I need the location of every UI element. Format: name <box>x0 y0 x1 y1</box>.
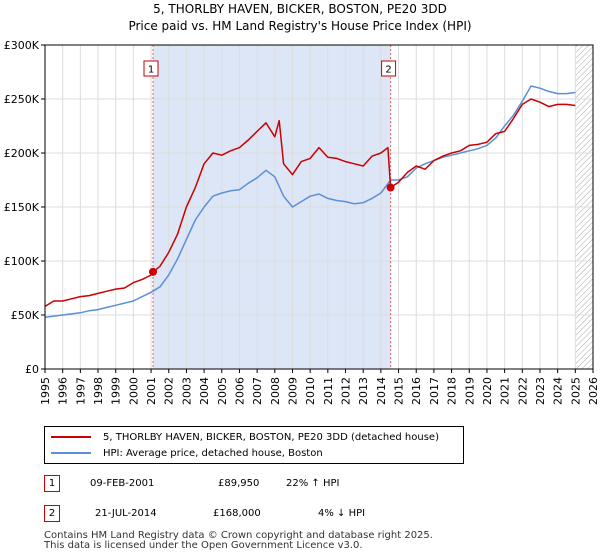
chart-title-line2: Price paid vs. HM Land Registry's House … <box>128 19 472 33</box>
hpi-line <box>44 85 576 318</box>
legend-item-price: 5, THORLBY HAVEN, BICKER, BOSTON, PE20 3… <box>51 430 439 444</box>
marker-label-box <box>381 60 397 77</box>
marker-label: 2 <box>385 65 391 76</box>
price-chart: £0 £50K £100K £150K £200K £250K £300K 1995 1996 1… <box>4 39 600 405</box>
transaction-badge: 1 <box>44 475 60 492</box>
x-tick-label: 2024 <box>552 377 565 405</box>
x-tick-label: 2022 <box>516 377 529 405</box>
chart-title-line1: 5, THORLBY HAVEN, BICKER, BOSTON, PE20 3… <box>153 2 447 16</box>
x-tick-label: 1999 <box>110 377 123 405</box>
transaction-row: 1 09-FEB-2001 £89,950 22% ↑ HPI <box>44 473 464 493</box>
x-tick-label: 2005 <box>216 377 229 405</box>
x-tick-label: 2023 <box>534 377 547 405</box>
x-tick-label: 2016 <box>410 377 423 405</box>
transaction-hpi: 22% ↑ HPI <box>286 478 340 489</box>
transaction-price: £168,000 <box>213 508 261 519</box>
transaction-row: 2 21-JUL-2014 £168,000 4% ↓ HPI <box>44 503 464 523</box>
y-tick-label: £200K <box>4 147 40 160</box>
x-tick-label: 2001 <box>145 377 158 405</box>
x-tick-label: 2008 <box>269 377 282 405</box>
transaction-price: £89,950 <box>218 478 260 489</box>
x-tick-label: 2002 <box>163 377 176 405</box>
x-tick-label: 1997 <box>74 377 87 405</box>
y-tick-label: £100K <box>4 255 40 268</box>
y-tick-label: £50K <box>11 309 40 322</box>
x-tick-label: 2012 <box>340 377 353 405</box>
sale-point <box>386 183 395 192</box>
x-tick-label: 2018 <box>446 377 459 405</box>
x-tick-label: 2004 <box>198 377 211 405</box>
marker-label: 1 <box>148 65 154 76</box>
footer-licence: This data is licensed under the Open Gov… <box>44 540 363 551</box>
x-tick-label: 1995 <box>39 377 52 405</box>
legend-item-hpi: HPI: Average price, detached house, Bost… <box>51 446 323 460</box>
price-paid-line <box>44 98 576 308</box>
legend: 5, THORLBY HAVEN, BICKER, BOSTON, PE20 3… <box>44 426 464 464</box>
legend-label-hpi: HPI: Average price, detached house, Bost… <box>103 447 323 459</box>
legend-swatch-price <box>51 436 91 438</box>
plot-frame <box>44 44 594 370</box>
y-tick-label: £300K <box>4 39 40 52</box>
y-tick-label: £0 <box>25 363 39 376</box>
y-tick-label: £250K <box>4 93 40 106</box>
legend-swatch-hpi <box>51 452 91 454</box>
transaction-date: 21-JUL-2014 <box>95 508 157 519</box>
footer-copyright: Contains HM Land Registry data © Crown c… <box>44 530 433 541</box>
transaction-badge: 2 <box>44 505 60 522</box>
x-tick-label: 2009 <box>286 377 299 405</box>
x-tick-label: 2014 <box>375 377 388 405</box>
x-tick-label: 2013 <box>357 377 370 405</box>
x-tick-label: 2017 <box>428 377 441 405</box>
x-tick-label: 2011 <box>322 377 335 405</box>
x-tick-label: 2003 <box>180 377 193 405</box>
x-tick-label: 2007 <box>251 377 264 405</box>
x-tick-label: 2021 <box>499 377 512 405</box>
x-tick-label: 2000 <box>127 377 140 405</box>
sale-point <box>149 267 158 276</box>
x-tick-label: 2015 <box>393 377 406 405</box>
x-tick-label: 2026 <box>587 377 600 405</box>
legend-label-price: 5, THORLBY HAVEN, BICKER, BOSTON, PE20 3… <box>103 431 439 443</box>
x-tick-label: 1996 <box>57 377 70 405</box>
transaction-hpi: 4% ↓ HPI <box>318 508 366 519</box>
x-tick-label: 2025 <box>569 377 582 405</box>
x-tick-label: 2010 <box>304 377 317 405</box>
x-tick-label: 2019 <box>463 377 476 405</box>
y-tick-label: £150K <box>4 201 40 214</box>
footer: Contains HM Land Registry data © Crown c… <box>44 531 433 551</box>
x-tick-label: 1998 <box>92 377 105 405</box>
x-tick-label: 2020 <box>481 377 494 405</box>
transaction-date: 09-FEB-2001 <box>90 478 155 489</box>
x-tick-label: 2006 <box>233 377 246 405</box>
marker-label-box <box>143 60 159 77</box>
